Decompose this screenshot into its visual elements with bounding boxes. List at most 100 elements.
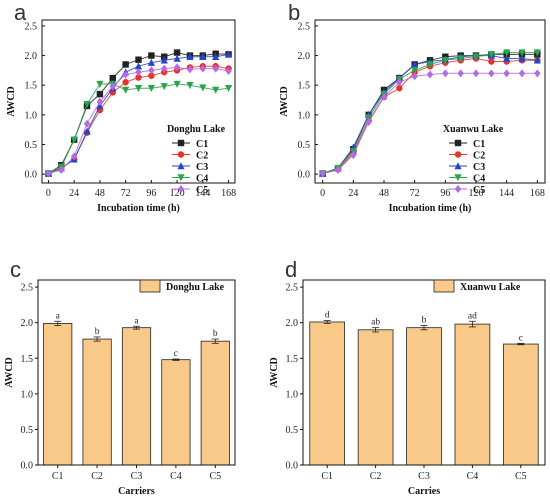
legend-marker [177,185,185,193]
legend-marker [454,185,462,193]
legend: Xuanwu Lake [433,279,521,293]
data-point [135,56,142,63]
data-point [96,97,104,106]
data-point [83,119,91,128]
legend-marker [454,162,462,170]
y-axis-title: AWCD [269,357,280,388]
data-point [503,54,511,62]
data-point [45,169,52,178]
legend-item-C5: C5 [172,185,208,196]
significance-label: d [325,311,330,321]
y-tick-label: 0.5 [21,425,34,436]
data-point [533,56,541,64]
data-point [319,169,326,178]
x-tick-label: C3 [418,471,430,482]
data-point [70,136,78,144]
x-axis-title: Carriers [118,486,155,497]
legend-label: C3 [473,162,485,173]
plot-frame [41,19,236,184]
x-tick-label: 168 [221,188,236,199]
data-point [411,60,419,68]
y-tick-label: 2.0 [286,318,299,329]
data-point [212,64,219,73]
significance-label: b [422,316,427,326]
y-tick-label: 1.0 [298,110,311,121]
bar [406,327,442,466]
data-point [534,69,541,78]
legend-item-C1: C1 [172,139,208,150]
data-point [109,82,116,91]
data-point [518,69,526,78]
x-tick-label: 0 [46,188,51,199]
data-point [212,52,220,60]
data-point [224,84,233,92]
data-point [148,66,155,75]
data-point [135,74,142,81]
y-axis-title: AWCD [279,86,290,117]
y-tick-label: 0.0 [21,461,34,472]
data-point [122,70,129,79]
data-point [148,52,155,59]
bar [502,343,539,466]
y-tick-label: 2.5 [298,21,311,32]
y-tick-label: 2.0 [298,51,311,62]
legend-item-C1: C1 [449,139,485,150]
chart-panel-a: a 0.0 0.5 1.0 1.5 2.0 2.5 0 24 48 72 96 120 144 168 Inc… [6,0,236,214]
data-point [224,50,233,58]
data-point [135,68,142,77]
legend-marker [177,151,185,158]
data-point [199,64,207,73]
legend-label: C3 [196,162,208,173]
significance-label: c [174,349,178,359]
data-point [472,53,480,61]
data-point [442,69,449,78]
bar [357,329,394,466]
legend-marker [177,139,185,147]
data-point [134,62,143,70]
legend-item-C2: C2 [449,151,485,162]
x-tick-label: C1 [52,471,64,482]
legend-label: C5 [196,185,208,196]
significance-label: b [95,327,100,337]
y-tick-label: 2.5 [286,283,299,294]
y-tick-label: 1.5 [21,354,34,365]
legend-marker [454,174,462,182]
panel-letter: b [288,0,300,25]
data-point [212,86,220,94]
bar [309,321,346,466]
bar [82,338,112,466]
x-tick-label: C2 [370,471,382,482]
data-point [122,86,130,94]
chart-panel-c: c a C1 b C2 a C3 c C4 b C5 0.0 0.5 1.0 1.5 2.0 2.5 Carrie… [4,257,236,497]
data-point [503,69,510,78]
bar [454,323,491,466]
x-axis-title: Incubation time (h) [97,203,180,214]
x-tick-label: 120 [170,188,185,199]
x-tick-label: 24 [69,188,79,199]
x-axis-title: Incubation time (h) [389,203,472,214]
data-point [334,165,342,174]
data-point [457,69,464,78]
x-tick-label: C3 [131,471,143,482]
data-point [396,78,403,87]
x-tick-label: 24 [348,188,358,199]
significance-label: ad [468,311,477,321]
data-point [173,63,181,72]
y-tick-label: 1.5 [286,354,299,365]
data-point [487,51,495,59]
significance-label: a [56,311,61,321]
legend-label: C2 [473,151,485,162]
bar [43,323,73,466]
legend-item-C5: C5 [449,185,485,196]
legend-item-C3: C3 [172,162,208,173]
x-axis-title: Carries [408,486,440,497]
data-point [380,93,388,102]
data-point [83,127,91,135]
legend-label: C4 [473,174,485,185]
y-tick-label: 2.5 [21,283,34,294]
data-point [488,58,495,65]
data-point [83,100,91,108]
legend-label: Donghu Lake [166,282,225,293]
y-tick-label: 2.5 [25,21,38,32]
